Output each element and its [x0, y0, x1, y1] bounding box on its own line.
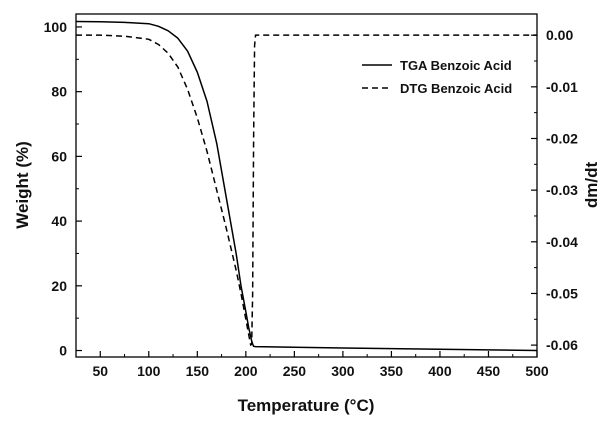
x-tick-label: 100 [137, 363, 161, 379]
y-axis-title: Weight (%) [13, 141, 32, 229]
y-tick-label: 40 [51, 213, 67, 229]
legend-label-dtg: DTG Benzoic Acid [400, 81, 512, 96]
x-tick-label: 200 [234, 363, 258, 379]
y-tick-label: 80 [51, 84, 67, 100]
plot-frame [75, 13, 538, 358]
x-tick-label: 350 [380, 363, 404, 379]
y-tick-label: 100 [44, 19, 68, 35]
legend-label-tga: TGA Benzoic Acid [400, 58, 512, 73]
y2-tick-label: -0.04 [546, 234, 578, 250]
x-tick-label: 450 [477, 363, 501, 379]
x-tick-label: 300 [331, 363, 355, 379]
y2-axis-title: dm/dt [582, 162, 601, 209]
y-tick-label: 0 [59, 343, 67, 359]
series-line-dtg [76, 34, 537, 346]
y-tick-label: 60 [51, 148, 67, 164]
y2-tick-label: -0.06 [546, 337, 578, 353]
series-layer [75, 20, 538, 352]
series-line-tga [75, 20, 538, 352]
x-tick-label: 150 [186, 363, 210, 379]
x-axis-title: Temperature (°C) [238, 396, 375, 415]
y2-tick-label: -0.03 [546, 182, 578, 198]
y2-tick-label: 0.00 [546, 27, 573, 43]
axis-ticks: 50 100 150 200 250 300 350 400 450 500 0 20 40 60 80 10… [44, 19, 578, 379]
legend: TGA Benzoic Acid DTG Benzoic Acid [362, 58, 512, 96]
x-tick-label: 50 [92, 363, 108, 379]
y2-tick-label: -0.05 [546, 285, 578, 301]
x-tick-label: 500 [525, 363, 549, 379]
y2-tick-label: -0.02 [546, 130, 578, 146]
y2-tick-label: -0.01 [546, 79, 578, 95]
x-tick-label: 400 [428, 363, 452, 379]
x-tick-label: 250 [283, 363, 307, 379]
y-tick-label: 20 [51, 278, 67, 294]
